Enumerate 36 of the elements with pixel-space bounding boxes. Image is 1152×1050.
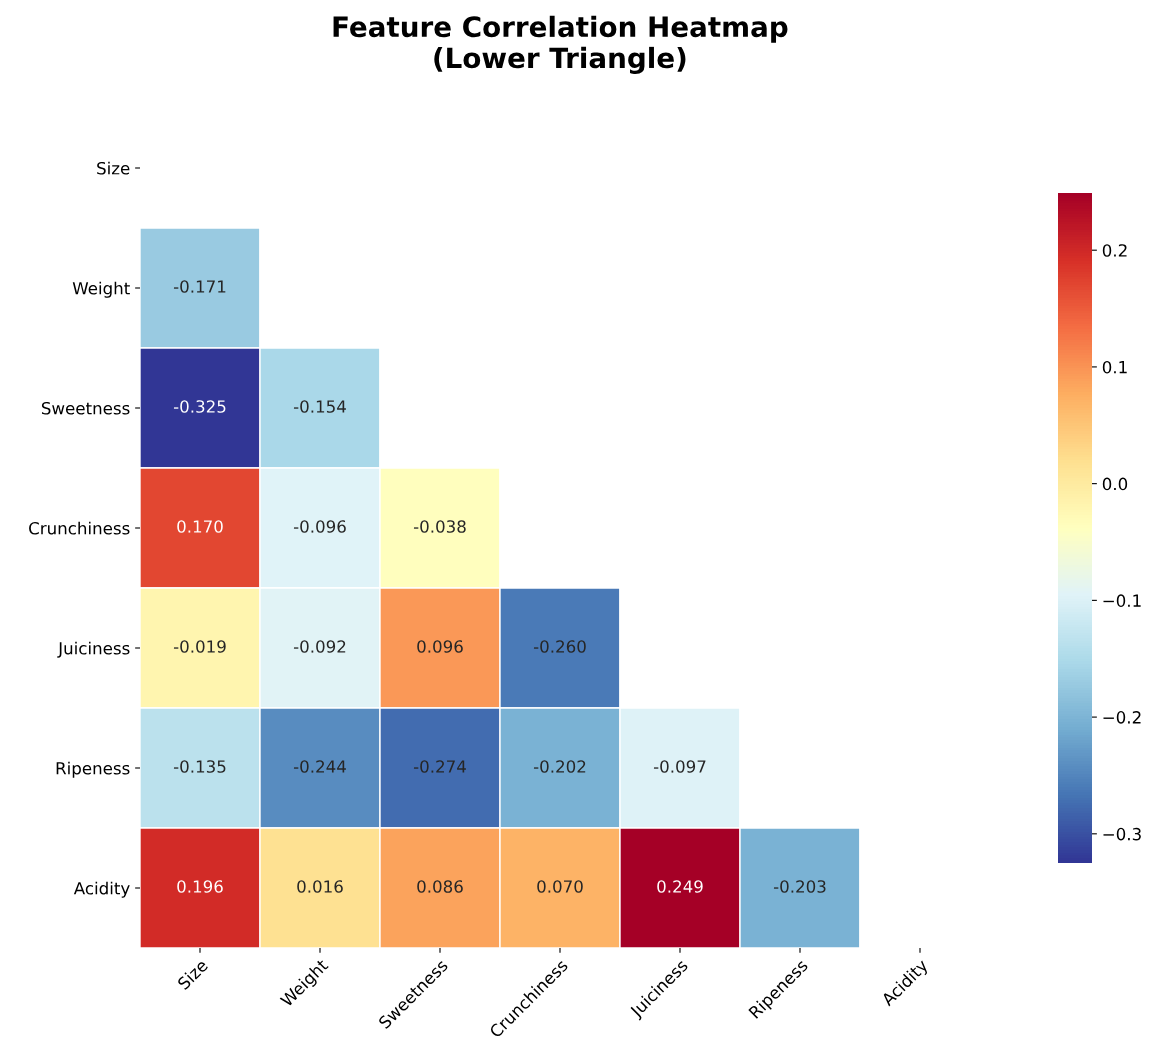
data-label: -0.038: [413, 520, 466, 533]
y-tick-label: Sweetness: [41, 401, 130, 415]
data-label: -0.171: [173, 280, 226, 293]
y-tick-label: Juiciness: [57, 641, 130, 658]
color-bar-label: −0.1: [1103, 594, 1141, 607]
data-label: 0.086: [417, 880, 463, 893]
chart-title: Feature Correlation Heatmap (Lower Triangle): [333, 15, 788, 74]
data-label: -0.154: [293, 400, 346, 413]
color-bar-label: −0.2: [1103, 711, 1141, 724]
data-label: 0.016: [297, 880, 343, 893]
data-label: -0.092: [293, 640, 346, 653]
data-label: -0.019: [173, 640, 226, 653]
data-label: -0.135: [173, 760, 226, 773]
data-label: -0.274: [413, 760, 466, 773]
y-tick-label: Crunchiness: [29, 521, 130, 535]
data-label: 0.096: [417, 640, 463, 653]
data-label: 0.196: [177, 880, 223, 893]
y-tick-label: Weight: [72, 281, 130, 298]
data-label: -0.202: [533, 760, 586, 773]
color-bar-label: 0.0: [1102, 477, 1128, 491]
data-label: 0.070: [537, 880, 583, 893]
data-label: -0.097: [653, 760, 706, 773]
data-label: -0.244: [293, 760, 346, 773]
data-label: 0.249: [657, 880, 703, 893]
x-tick-label: Size: [176, 958, 209, 991]
data-label: -0.203: [773, 880, 826, 893]
y-tick-label: Size: [97, 161, 130, 175]
color-bar-label: 0.1: [1102, 360, 1127, 374]
data-label: -0.260: [533, 640, 586, 653]
data-label: -0.096: [293, 520, 346, 533]
data-label: 0.170: [177, 520, 223, 533]
color-bar-label: 0.2: [1102, 244, 1127, 257]
y-tick-label: Ripeness: [56, 761, 130, 778]
data-label: -0.325: [173, 400, 226, 413]
color-bar-label: −0.3: [1103, 827, 1141, 841]
y-tick-label: Acidity: [73, 881, 130, 898]
